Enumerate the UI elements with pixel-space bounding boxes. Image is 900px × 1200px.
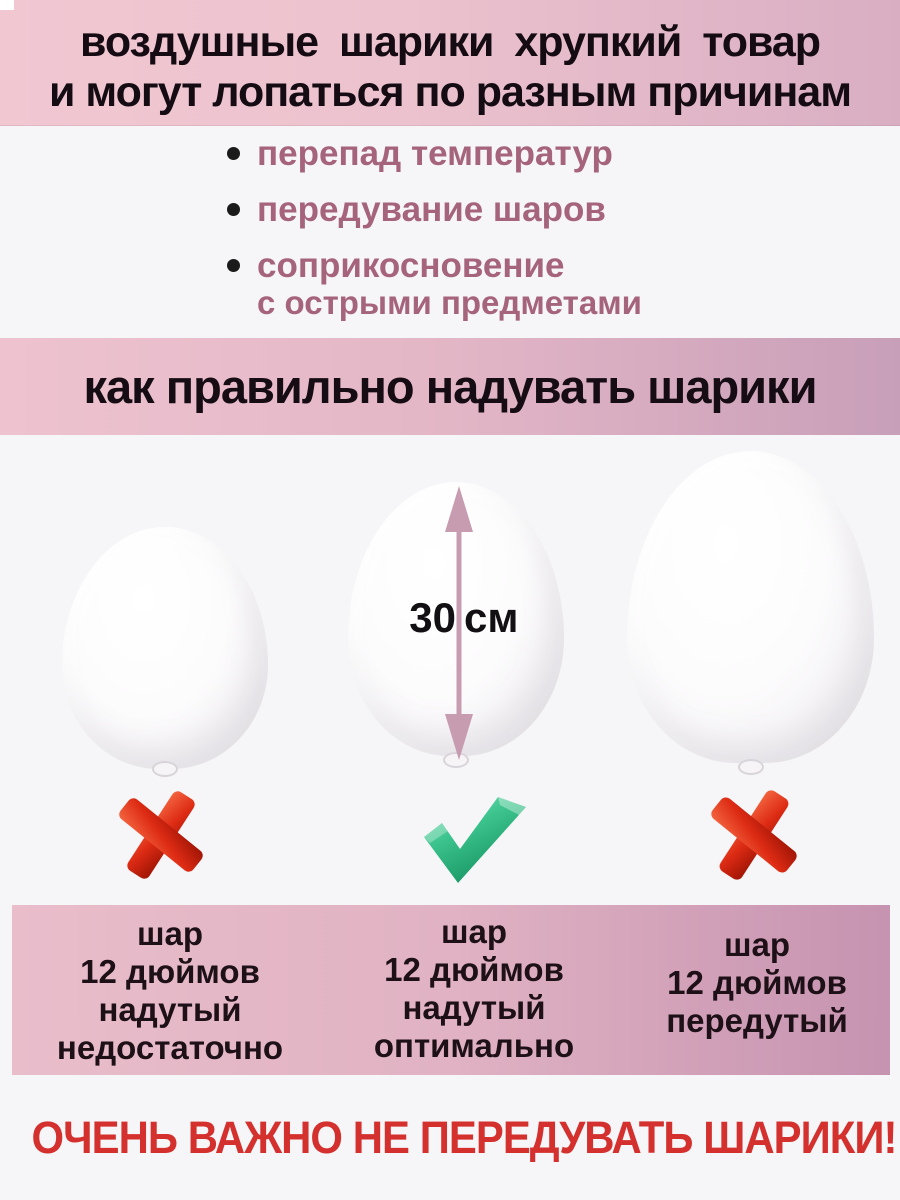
caption-line: шар	[136, 915, 204, 952]
caption-line: шар	[440, 913, 508, 950]
balloon-knot	[738, 759, 764, 775]
reasons-list: перепад температур передувание шаров соп…	[227, 134, 642, 336]
reason-text-line1: соприкосновение	[257, 246, 565, 285]
balloon-overinflated	[627, 451, 874, 763]
header-title-line2: и могут лопаться по разным причинам	[48, 68, 852, 116]
caption-line: шар	[723, 926, 791, 963]
caption-line: передутый	[666, 1002, 848, 1039]
caption-line: 12 дюймов	[384, 951, 564, 988]
caption-line: недостаточно	[56, 1029, 284, 1066]
caption-line: 12 дюймов	[80, 953, 260, 990]
measure-unit-label: см	[464, 594, 519, 641]
reason-item-overinflation: передувание шаров	[227, 190, 642, 230]
reason-text: передувание шаров	[257, 190, 606, 229]
corner-notch	[0, 0, 14, 10]
header-title-line1: воздушные шарики хрупкий товар	[79, 18, 821, 66]
header-banner: воздушные шарики хрупкий товар и могут л…	[0, 0, 900, 126]
measure-arrow-icon	[445, 486, 473, 760]
balloon-caption-overinflated: шар 12 дюймов передутый	[612, 905, 900, 1075]
measure-value-label: 30	[409, 594, 456, 641]
check-icon	[424, 797, 526, 883]
warning-text: ОЧЕНЬ ВАЖНО НЕ ПЕРЕДУВАТЬ ШАРИКИ!!!	[31, 1112, 900, 1163]
how-to-banner: как правильно надувать шарики	[0, 338, 900, 435]
caption-band: шар 12 дюймов надутый недостаточно шар 1…	[12, 905, 890, 1075]
cross-icon	[711, 790, 797, 880]
balloon-knot	[443, 752, 469, 768]
how-to-banner-title: как правильно надувать шарики	[83, 360, 818, 413]
caption-line: надутый	[98, 991, 242, 1028]
balloon-underinflated	[62, 527, 268, 769]
balloon-caption-optimal: шар 12 дюймов надутый оптимально	[324, 905, 624, 1075]
caption-line: надутый	[402, 989, 546, 1026]
cross-icon	[119, 791, 203, 879]
balloon-knot	[152, 761, 178, 777]
bullet-dot-icon	[227, 203, 240, 216]
caption-line: оптимально	[373, 1027, 575, 1064]
balloon-caption-underinflated: шар 12 дюймов надутый недостаточно	[20, 905, 320, 1075]
reason-item-sharp-objects: соприкосновение с острыми предметами	[227, 246, 642, 320]
reason-text-line2: с острыми предметами	[257, 284, 642, 321]
reason-item-temperature: перепад температур	[227, 134, 642, 174]
bullet-dot-icon	[227, 259, 240, 272]
reason-text: перепад температур	[257, 134, 613, 173]
caption-line: 12 дюймов	[667, 964, 847, 1001]
reason-text: соприкосновение с острыми предметами	[257, 246, 642, 320]
bullet-dot-icon	[227, 147, 240, 160]
